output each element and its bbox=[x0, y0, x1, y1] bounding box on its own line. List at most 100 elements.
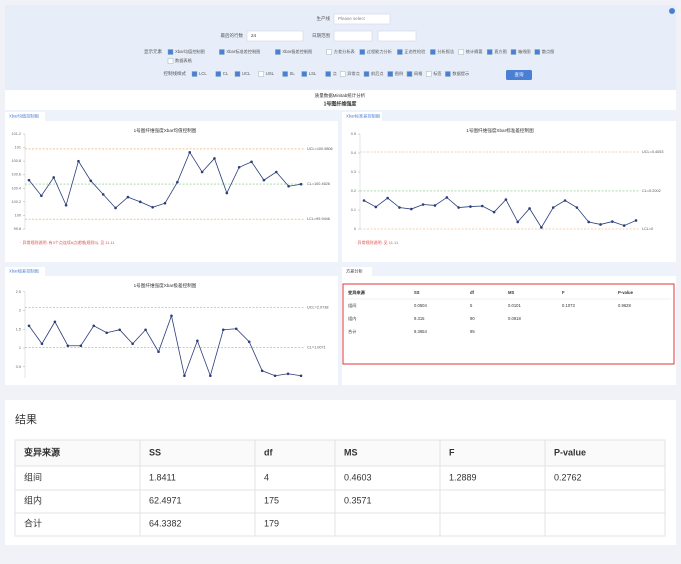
checkbox-label: 图例 bbox=[395, 70, 403, 77]
data-point bbox=[64, 203, 68, 207]
y-tick-label: 1 bbox=[19, 346, 21, 350]
date-end[interactable] bbox=[377, 30, 417, 42]
chart-panel bbox=[5, 267, 338, 385]
chart-tab[interactable] bbox=[5, 267, 45, 276]
line-select[interactable] bbox=[333, 13, 391, 25]
y-tick-label: 100.4 bbox=[11, 186, 21, 190]
y-tick-label: 0.5 bbox=[351, 132, 356, 136]
y-tick-label: 1.5 bbox=[16, 327, 21, 331]
result-cell: 0.4603 bbox=[344, 472, 372, 482]
anova-header: df bbox=[470, 290, 475, 295]
data-point bbox=[200, 170, 204, 174]
result-header: df bbox=[264, 447, 273, 457]
control-limit-label: LCL=0 bbox=[642, 227, 653, 231]
checkbox[interactable] bbox=[191, 71, 198, 77]
checkbox[interactable] bbox=[282, 71, 288, 77]
date-label: 日期范围 bbox=[312, 32, 330, 39]
result-cell: 0.3571 bbox=[344, 495, 372, 505]
date-start[interactable] bbox=[333, 30, 373, 42]
data-point bbox=[262, 178, 266, 182]
y-tick-label: 100 bbox=[15, 213, 21, 217]
checkbox[interactable] bbox=[275, 49, 281, 55]
anova-tab-bg bbox=[342, 267, 676, 276]
checkbox-label: LSL bbox=[309, 71, 317, 76]
checkbox-label: Xbar极差控制图 bbox=[282, 48, 312, 55]
chart-tab[interactable] bbox=[342, 112, 382, 121]
checkbox[interactable] bbox=[487, 49, 493, 55]
anova-cell: 90 bbox=[470, 316, 475, 321]
checkbox[interactable] bbox=[258, 71, 264, 77]
series-line bbox=[28, 314, 302, 378]
checkbox-label: Xbar均值控制图 bbox=[175, 48, 205, 55]
checkbox[interactable] bbox=[510, 49, 517, 55]
checkbox[interactable] bbox=[301, 71, 307, 77]
result-cell: 64.3382 bbox=[149, 518, 182, 528]
series-line bbox=[363, 196, 637, 229]
query-button-text: 查询 bbox=[515, 71, 524, 78]
anova-cell: 组间 bbox=[348, 302, 356, 309]
data-point bbox=[260, 369, 264, 373]
settings-dot[interactable] bbox=[669, 8, 675, 14]
data-point bbox=[105, 331, 109, 335]
data-point bbox=[27, 178, 31, 182]
result-cell: 62.4971 bbox=[149, 495, 182, 505]
data-point bbox=[274, 170, 278, 174]
checkbox-label: LCL bbox=[199, 71, 207, 76]
data-point bbox=[183, 374, 186, 378]
checkbox[interactable] bbox=[426, 71, 432, 77]
data-point bbox=[221, 328, 225, 332]
chart-tab[interactable] bbox=[5, 112, 45, 121]
checkbox[interactable] bbox=[340, 71, 346, 77]
checkbox-label: 过程能力分析 bbox=[367, 48, 392, 55]
chart-panel bbox=[342, 112, 676, 262]
y-tick-label: 100.6 bbox=[11, 173, 21, 177]
result-cell: 组间 bbox=[24, 471, 42, 482]
checkbox[interactable] bbox=[397, 49, 403, 55]
checkbox[interactable] bbox=[325, 71, 331, 77]
result-header: P-value bbox=[554, 447, 586, 457]
data-point bbox=[433, 204, 437, 207]
data-point bbox=[40, 194, 43, 198]
data-point bbox=[287, 184, 290, 188]
checkbox[interactable] bbox=[359, 49, 365, 55]
checkbox[interactable] bbox=[406, 71, 413, 77]
anova-tab[interactable] bbox=[342, 267, 372, 276]
anova-header: MS bbox=[508, 290, 514, 295]
checkbox-label: 前后点 bbox=[371, 70, 384, 77]
y-tick-label: 0.2 bbox=[351, 189, 356, 193]
rows-input[interactable] bbox=[246, 30, 304, 42]
data-point bbox=[504, 198, 508, 201]
anova-cell: 0.0918 bbox=[508, 316, 521, 321]
checkbox[interactable] bbox=[445, 71, 451, 77]
checkbox-label: 方差分析表 bbox=[334, 48, 356, 55]
checkbox[interactable] bbox=[234, 71, 241, 77]
checkbox[interactable] bbox=[458, 49, 464, 55]
data-point bbox=[157, 350, 160, 354]
data-point bbox=[213, 157, 216, 160]
checkbox[interactable] bbox=[167, 58, 174, 64]
checkbox[interactable] bbox=[534, 49, 540, 55]
checkbox-label: SL bbox=[290, 71, 296, 76]
anova-header: P-value bbox=[618, 290, 634, 295]
checkbox[interactable] bbox=[167, 49, 174, 55]
y-tick-label: 0.4 bbox=[351, 151, 356, 155]
anova-tab-label: 方差分析 bbox=[346, 268, 363, 275]
control-limit-label: CL=1.0071 bbox=[307, 346, 326, 350]
result-cell: 1.8411 bbox=[149, 472, 176, 482]
data-point bbox=[163, 201, 167, 205]
checkbox[interactable] bbox=[387, 71, 393, 77]
checkbox[interactable] bbox=[326, 49, 332, 55]
result-header: SS bbox=[149, 447, 161, 457]
y-tick-label: 99.8 bbox=[14, 227, 21, 231]
query-button[interactable] bbox=[506, 70, 532, 80]
result-cell: 179 bbox=[264, 518, 279, 528]
result-cell: 4 bbox=[264, 472, 269, 482]
checkbox[interactable] bbox=[363, 71, 370, 77]
checkbox[interactable] bbox=[430, 49, 436, 55]
checkbox[interactable] bbox=[215, 71, 222, 77]
checkbox[interactable] bbox=[219, 49, 225, 55]
data-point bbox=[445, 196, 449, 199]
anova-cell: 9.3654 bbox=[414, 329, 427, 334]
checkbox-label: Xbar标准差控制图 bbox=[226, 48, 260, 55]
